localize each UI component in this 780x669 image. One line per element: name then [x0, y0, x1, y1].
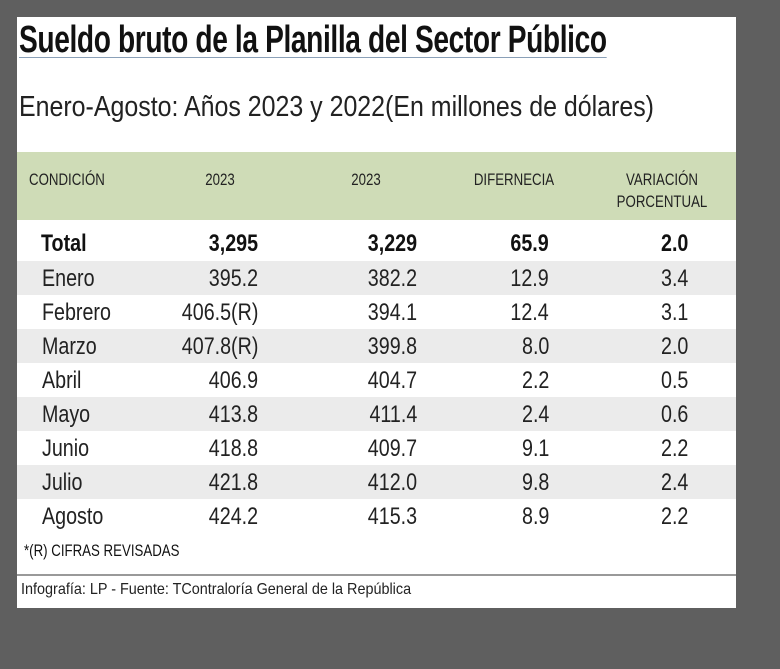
value-2023-a: 406.9 [208, 367, 258, 394]
value-2023-a: 421.8 [208, 469, 258, 496]
row-label: Junio [42, 435, 90, 462]
divider [17, 574, 736, 576]
footnote: *(R) CIFRAS REVISADAS [24, 541, 180, 560]
value-2023-a: 406.5(R) [181, 299, 258, 326]
chart-subtitle: Enero-Agosto: Años 2023 y 2022(En millon… [19, 91, 654, 123]
table-row-total: Total 3,295 3,229 65.9 2.0 [17, 226, 736, 260]
value-2023-a: 3,295 [208, 230, 258, 257]
value-diferencia: 12.4 [510, 299, 549, 326]
value-2023-a: 413.8 [208, 401, 258, 428]
infographic-panel: Sueldo bruto de la Planilla del Sector P… [17, 17, 736, 608]
source-credit: Infografía: LP - Fuente: TContraloría Ge… [21, 581, 412, 598]
table-row: Enero 395.2 382.2 12.9 3.4 [17, 261, 736, 295]
row-label: Julio [42, 469, 83, 496]
value-diferencia: 12.9 [510, 265, 549, 292]
value-variacion: 2.0 [660, 230, 688, 257]
table-header: CONDICIÓN 2023 2023 DIFERNECIA VARIACIÓN… [17, 152, 736, 220]
chart-title: Sueldo bruto de la Planilla del Sector P… [19, 19, 607, 61]
value-variacion: 0.6 [660, 401, 688, 428]
row-label: Marzo [42, 333, 97, 360]
value-2023-a: 424.2 [208, 503, 258, 530]
header-variacion: VARIACIÓN PORCENTUAL [616, 170, 708, 211]
table-row: Julio 421.8 412.0 9.8 2.4 [17, 465, 736, 499]
row-label: Mayo [42, 401, 91, 428]
value-2023-b: 382.2 [367, 265, 417, 292]
table-row: Agosto 424.2 415.3 8.9 2.2 [17, 499, 736, 533]
value-diferencia: 8.9 [521, 503, 549, 530]
value-variacion: 3.4 [660, 265, 688, 292]
value-diferencia: 8.0 [521, 333, 549, 360]
row-label: Agosto [42, 503, 104, 530]
value-2023-b: 411.4 [369, 401, 417, 428]
value-variacion: 3.1 [660, 299, 688, 326]
value-diferencia: 9.8 [521, 469, 549, 496]
value-2023-b: 399.8 [367, 333, 417, 360]
value-2023-b: 394.1 [367, 299, 417, 326]
row-label: Abril [42, 367, 82, 394]
table-row: Febrero 406.5(R) 394.1 12.4 3.1 [17, 295, 736, 329]
value-variacion: 0.5 [660, 367, 688, 394]
value-variacion: 2.4 [660, 469, 688, 496]
table-row: Abril 406.9 404.7 2.2 0.5 [17, 363, 736, 397]
row-label: Total [41, 230, 87, 257]
value-diferencia: 2.4 [521, 401, 549, 428]
value-2023-b: 415.3 [367, 503, 417, 530]
value-2023-b: 409.7 [367, 435, 417, 462]
value-2023-b: 3,229 [367, 230, 417, 257]
value-variacion: 2.0 [660, 333, 688, 360]
header-condicion: CONDICIÓN [29, 170, 105, 189]
table-row: Junio 418.8 409.7 9.1 2.2 [17, 431, 736, 465]
row-label: Enero [42, 265, 95, 292]
value-2023-b: 404.7 [367, 367, 417, 394]
header-2023-a: 2023 [205, 170, 235, 189]
value-variacion: 2.2 [660, 503, 688, 530]
value-diferencia: 2.2 [521, 367, 549, 394]
value-2023-b: 412.0 [367, 469, 417, 496]
value-2023-a: 395.2 [208, 265, 258, 292]
table-row: Marzo 407.8(R) 399.8 8.0 2.0 [17, 329, 736, 363]
value-2023-a: 407.8(R) [181, 333, 258, 360]
value-2023-a: 418.8 [208, 435, 258, 462]
row-label: Febrero [42, 299, 111, 326]
header-2023-b: 2023 [351, 170, 381, 189]
table-row: Mayo 413.8 411.4 2.4 0.6 [17, 397, 736, 431]
value-diferencia: 65.9 [510, 230, 549, 257]
header-diferencia: DIFERNECIA [473, 170, 555, 189]
value-variacion: 2.2 [660, 435, 688, 462]
value-diferencia: 9.1 [521, 435, 549, 462]
